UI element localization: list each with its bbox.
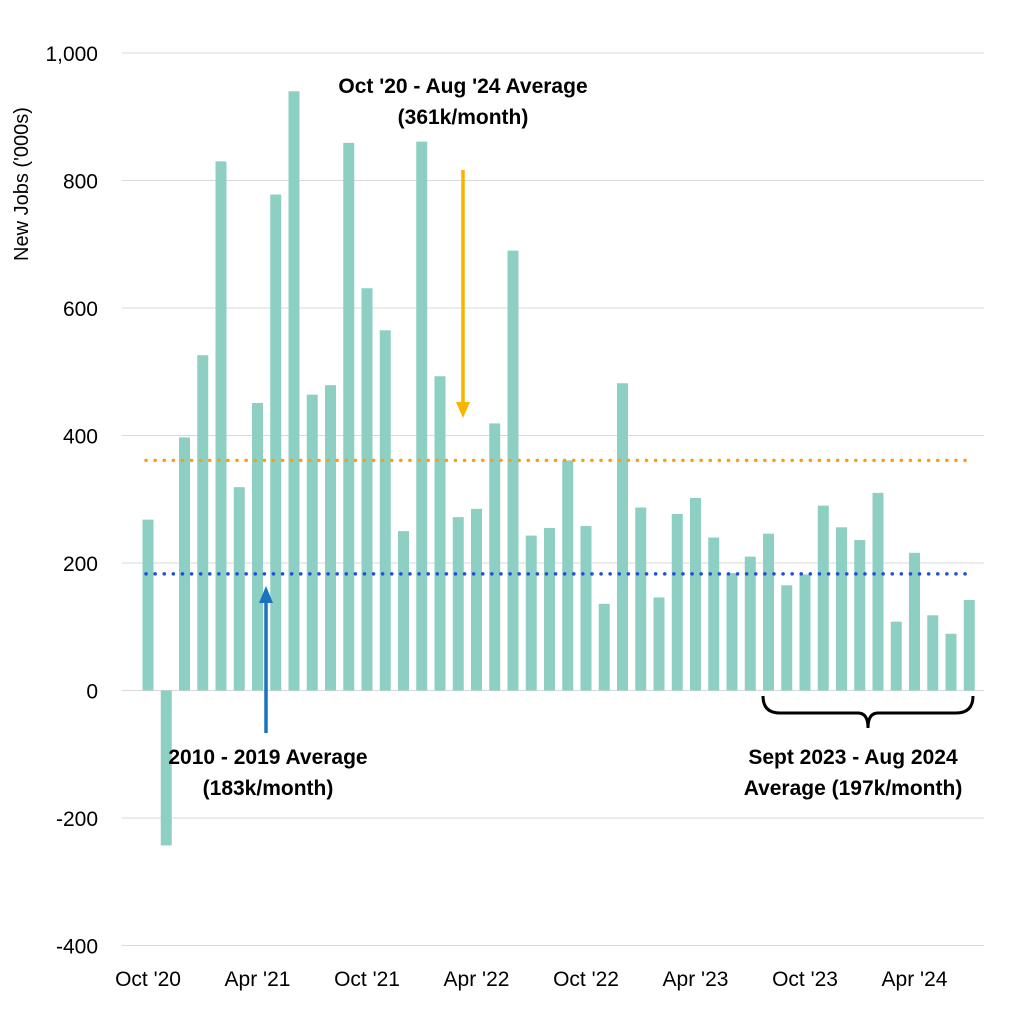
bar (471, 508, 482, 691)
bar (252, 402, 263, 691)
annotation-arrowhead (259, 586, 273, 603)
bar (690, 497, 701, 691)
bar (580, 526, 592, 691)
bar (763, 533, 774, 691)
bar (398, 531, 409, 691)
bar (836, 527, 847, 691)
annotation-avg-2023-2024: Sept 2023 - Aug 2024 Average (197k/month) (744, 695, 975, 800)
bar (416, 141, 428, 691)
y-axis-label: New Jobs ('000s) (11, 107, 33, 261)
bar (270, 194, 282, 691)
bar (890, 621, 902, 691)
bar (817, 505, 829, 691)
bar (215, 161, 227, 691)
annotation-arrowhead (456, 402, 470, 418)
annotation-label: Sept 2023 - Aug 2024 (748, 746, 958, 769)
bar (379, 330, 391, 691)
bar (617, 383, 628, 691)
bar (525, 535, 537, 691)
x-tick-label: Apr '24 (882, 968, 948, 991)
gridlines (122, 52, 984, 946)
bar (635, 507, 647, 691)
annotation-label: Average (197k/month) (744, 777, 963, 800)
x-axis: Oct '20 Apr '21 Oct '21 Apr '22 Oct '22 Apr '… (115, 968, 948, 991)
annotation-avg-2010-2019: 2010 - 2019 Average (183k/month) (168, 586, 368, 800)
x-tick-label: Oct '21 (334, 968, 400, 991)
bar (945, 633, 957, 691)
y-tick-label: 1,000 (45, 43, 98, 66)
bar (361, 288, 373, 691)
annotation-bracket (761, 695, 975, 729)
annotation-label: (361k/month) (398, 106, 529, 129)
annotation-avg-2020-2024: Oct '20 - Aug '24 Average (361k/month) (338, 75, 588, 418)
y-tick-label: -400 (56, 936, 98, 959)
y-tick-label: 0 (86, 681, 98, 704)
bar (671, 513, 683, 691)
bar (544, 527, 555, 691)
x-tick-label: Apr '21 (225, 968, 291, 991)
y-tick-label: 200 (63, 553, 98, 576)
bar (197, 355, 209, 691)
bar (160, 690, 172, 846)
x-tick-label: Oct '22 (553, 968, 619, 991)
bar (233, 487, 245, 691)
bar (598, 603, 610, 691)
bar (854, 540, 866, 691)
y-tick-label: -200 (56, 808, 98, 831)
annotation-label: 2010 - 2019 Average (168, 746, 367, 769)
bar (507, 250, 519, 691)
bar (288, 91, 300, 691)
bar (744, 556, 756, 691)
y-tick-label: 600 (63, 298, 98, 321)
annotations: Oct '20 - Aug '24 Average (361k/month) 201… (168, 75, 975, 800)
bar (179, 437, 190, 691)
bar (343, 142, 355, 691)
bar (708, 537, 720, 691)
bar (452, 517, 464, 691)
bar (142, 519, 154, 691)
annotation-label: (183k/month) (203, 777, 334, 800)
bars (142, 91, 975, 846)
bar (434, 376, 446, 691)
bar (781, 585, 793, 691)
x-tick-label: Apr '22 (444, 968, 510, 991)
bar (963, 599, 975, 691)
reference-lines (144, 458, 974, 576)
bar (872, 492, 884, 691)
bar (909, 552, 920, 691)
bar (799, 574, 811, 691)
y-axis: -400 -200 0 200 400 600 800 1,000 New Jobs ('000… (11, 43, 98, 959)
x-tick-label: Oct '23 (772, 968, 838, 991)
bar (325, 385, 336, 691)
bar (653, 597, 665, 691)
bar (726, 573, 738, 691)
bar (927, 615, 939, 691)
annotation-label: Oct '20 - Aug '24 Average (338, 75, 587, 98)
bar (562, 460, 574, 691)
y-tick-label: 400 (63, 426, 98, 449)
x-tick-label: Oct '20 (115, 968, 181, 991)
bar (306, 394, 318, 691)
y-tick-label: 800 (63, 171, 98, 194)
x-tick-label: Apr '23 (663, 968, 729, 991)
bar (489, 423, 501, 691)
